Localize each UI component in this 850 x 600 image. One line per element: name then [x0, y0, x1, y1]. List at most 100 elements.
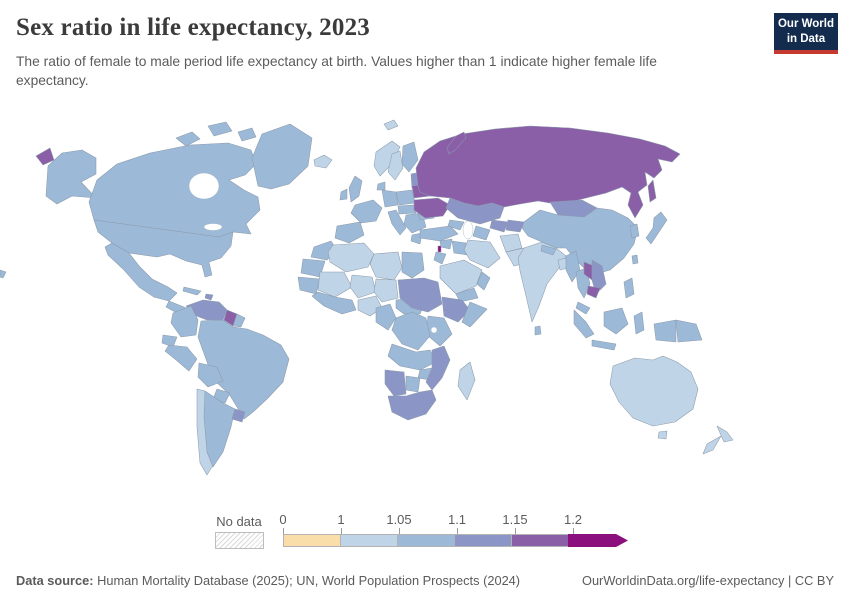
country-south-africa[interactable] — [387, 389, 437, 421]
country-west-africa-coast[interactable] — [311, 291, 357, 315]
country-nepal[interactable] — [540, 244, 557, 256]
country-vietnam[interactable] — [591, 259, 607, 295]
country-canada[interactable] — [88, 142, 261, 238]
legend-bin-1.15-1.2[interactable] — [511, 534, 569, 547]
country-australia[interactable] — [609, 355, 699, 427]
country-syria[interactable] — [439, 238, 453, 250]
country-kyrgyzstan-tajikistan[interactable] — [505, 219, 525, 233]
country-china[interactable] — [521, 207, 639, 275]
country-uruguay[interactable] — [231, 408, 246, 423]
country-iceland[interactable] — [313, 154, 333, 169]
country-russia-sakhalin[interactable] — [647, 179, 657, 203]
country-libya[interactable] — [369, 251, 403, 281]
country-hispaniola[interactable] — [204, 293, 214, 301]
country-papua-new-guinea[interactable] — [675, 319, 703, 343]
country-suriname[interactable] — [232, 313, 246, 328]
country-new-zealand-south[interactable] — [702, 435, 722, 455]
country-germany[interactable] — [381, 189, 399, 208]
country-philippines[interactable] — [623, 277, 635, 299]
no-data-swatch[interactable] — [214, 532, 264, 549]
country-usa-alaska[interactable] — [45, 149, 97, 205]
country-lebanon[interactable] — [437, 245, 442, 253]
country-sri-lanka[interactable] — [534, 325, 542, 336]
country-angola-zambia[interactable] — [387, 343, 437, 371]
country-united-kingdom[interactable] — [348, 175, 363, 203]
country-canada-arctic[interactable] — [175, 131, 201, 147]
country-turkmenistan[interactable] — [472, 225, 491, 241]
country-canada-arctic[interactable] — [207, 121, 233, 137]
country-oman[interactable] — [476, 271, 491, 291]
country-russia-novaya-zemlya[interactable] — [446, 131, 467, 155]
country-cuba[interactable] — [182, 286, 202, 296]
country-botswana[interactable] — [405, 375, 421, 393]
legend-tick-label: 1.1 — [447, 512, 467, 527]
country-fiji[interactable] — [0, 269, 7, 279]
country-ukraine[interactable] — [413, 197, 451, 219]
country-uzbekistan[interactable] — [489, 219, 509, 233]
country-israel-jordan[interactable] — [433, 251, 447, 265]
credit-link[interactable]: OurWorldinData.org/life-expectancy | CC … — [581, 573, 834, 588]
legend-no-data[interactable]: No data — [214, 514, 264, 549]
country-russia-chukotka[interactable] — [35, 147, 55, 166]
country-malaysia[interactable] — [575, 301, 591, 315]
country-mali[interactable] — [317, 271, 353, 298]
country-drc[interactable] — [391, 311, 431, 351]
country-colombia[interactable] — [170, 305, 199, 338]
legend-bin-1.2+[interactable] — [568, 534, 628, 547]
country-new-zealand-north[interactable] — [716, 425, 734, 443]
country-taiwan[interactable] — [631, 254, 639, 265]
country-sudan[interactable] — [397, 277, 443, 313]
country-kazakhstan[interactable] — [445, 197, 505, 225]
country-kenya-tanzania[interactable] — [425, 315, 453, 347]
country-ireland[interactable] — [339, 188, 348, 201]
country-greenland[interactable] — [251, 123, 313, 190]
country-tasmania[interactable] — [657, 430, 668, 440]
country-indonesia-sumatra[interactable] — [573, 309, 595, 339]
map-legend: No data 0 1 1.05 1.1 1.15 1.2 — [0, 512, 850, 556]
country-caucasus[interactable] — [447, 219, 465, 231]
country-svalbard[interactable] — [383, 119, 399, 131]
country-japan[interactable] — [645, 211, 668, 245]
country-chad[interactable] — [373, 278, 399, 303]
country-ethiopia[interactable] — [441, 296, 471, 323]
country-argentina[interactable] — [203, 390, 236, 468]
country-mozambique[interactable] — [425, 345, 451, 391]
country-indonesia-java[interactable] — [591, 339, 617, 351]
country-indonesia-papua[interactable] — [653, 319, 677, 343]
country-somalia[interactable] — [461, 301, 488, 328]
country-bolivia[interactable] — [197, 362, 224, 388]
country-finland[interactable] — [401, 141, 419, 173]
country-niger[interactable] — [349, 274, 377, 299]
legend-bin-1-1.05[interactable] — [340, 534, 398, 547]
country-madagascar[interactable] — [457, 361, 476, 401]
country-canada-arctic[interactable] — [237, 127, 257, 142]
country-cameroon-gabon[interactable] — [375, 303, 397, 331]
country-poland[interactable] — [395, 189, 416, 206]
country-algeria[interactable] — [327, 242, 375, 273]
country-egypt[interactable] — [401, 251, 425, 279]
country-peru[interactable] — [164, 344, 198, 372]
country-greece[interactable] — [410, 232, 423, 245]
data-source-text: Human Mortality Database (2025); UN, Wor… — [97, 573, 521, 588]
country-indonesia-sulawesi[interactable] — [633, 311, 645, 335]
country-sweden[interactable] — [387, 150, 404, 181]
country-namibia[interactable] — [384, 369, 407, 397]
country-afghanistan[interactable] — [499, 233, 523, 253]
country-france[interactable] — [350, 199, 383, 224]
country-south-korea[interactable] — [629, 223, 640, 239]
country-senegal-guinea[interactable] — [297, 276, 321, 295]
country-cambodia[interactable] — [586, 285, 601, 299]
country-central-europe[interactable] — [397, 204, 417, 215]
legend-bin-1.1-1.15[interactable] — [454, 534, 512, 547]
country-turkey[interactable] — [419, 225, 459, 242]
country-spain-portugal[interactable] — [334, 221, 365, 244]
legend-bin-0-1[interactable] — [283, 534, 341, 547]
country-indonesia-borneo[interactable] — [603, 307, 629, 335]
country-denmark[interactable] — [376, 181, 386, 191]
owid-logo[interactable]: Our World in Data — [774, 13, 838, 54]
legend-bin-1.05-1.1[interactable] — [397, 534, 455, 547]
country-saudi-arabia[interactable] — [439, 259, 483, 295]
country-italy[interactable] — [387, 209, 407, 236]
country-iran[interactable] — [463, 239, 501, 269]
country-india[interactable] — [517, 241, 567, 323]
